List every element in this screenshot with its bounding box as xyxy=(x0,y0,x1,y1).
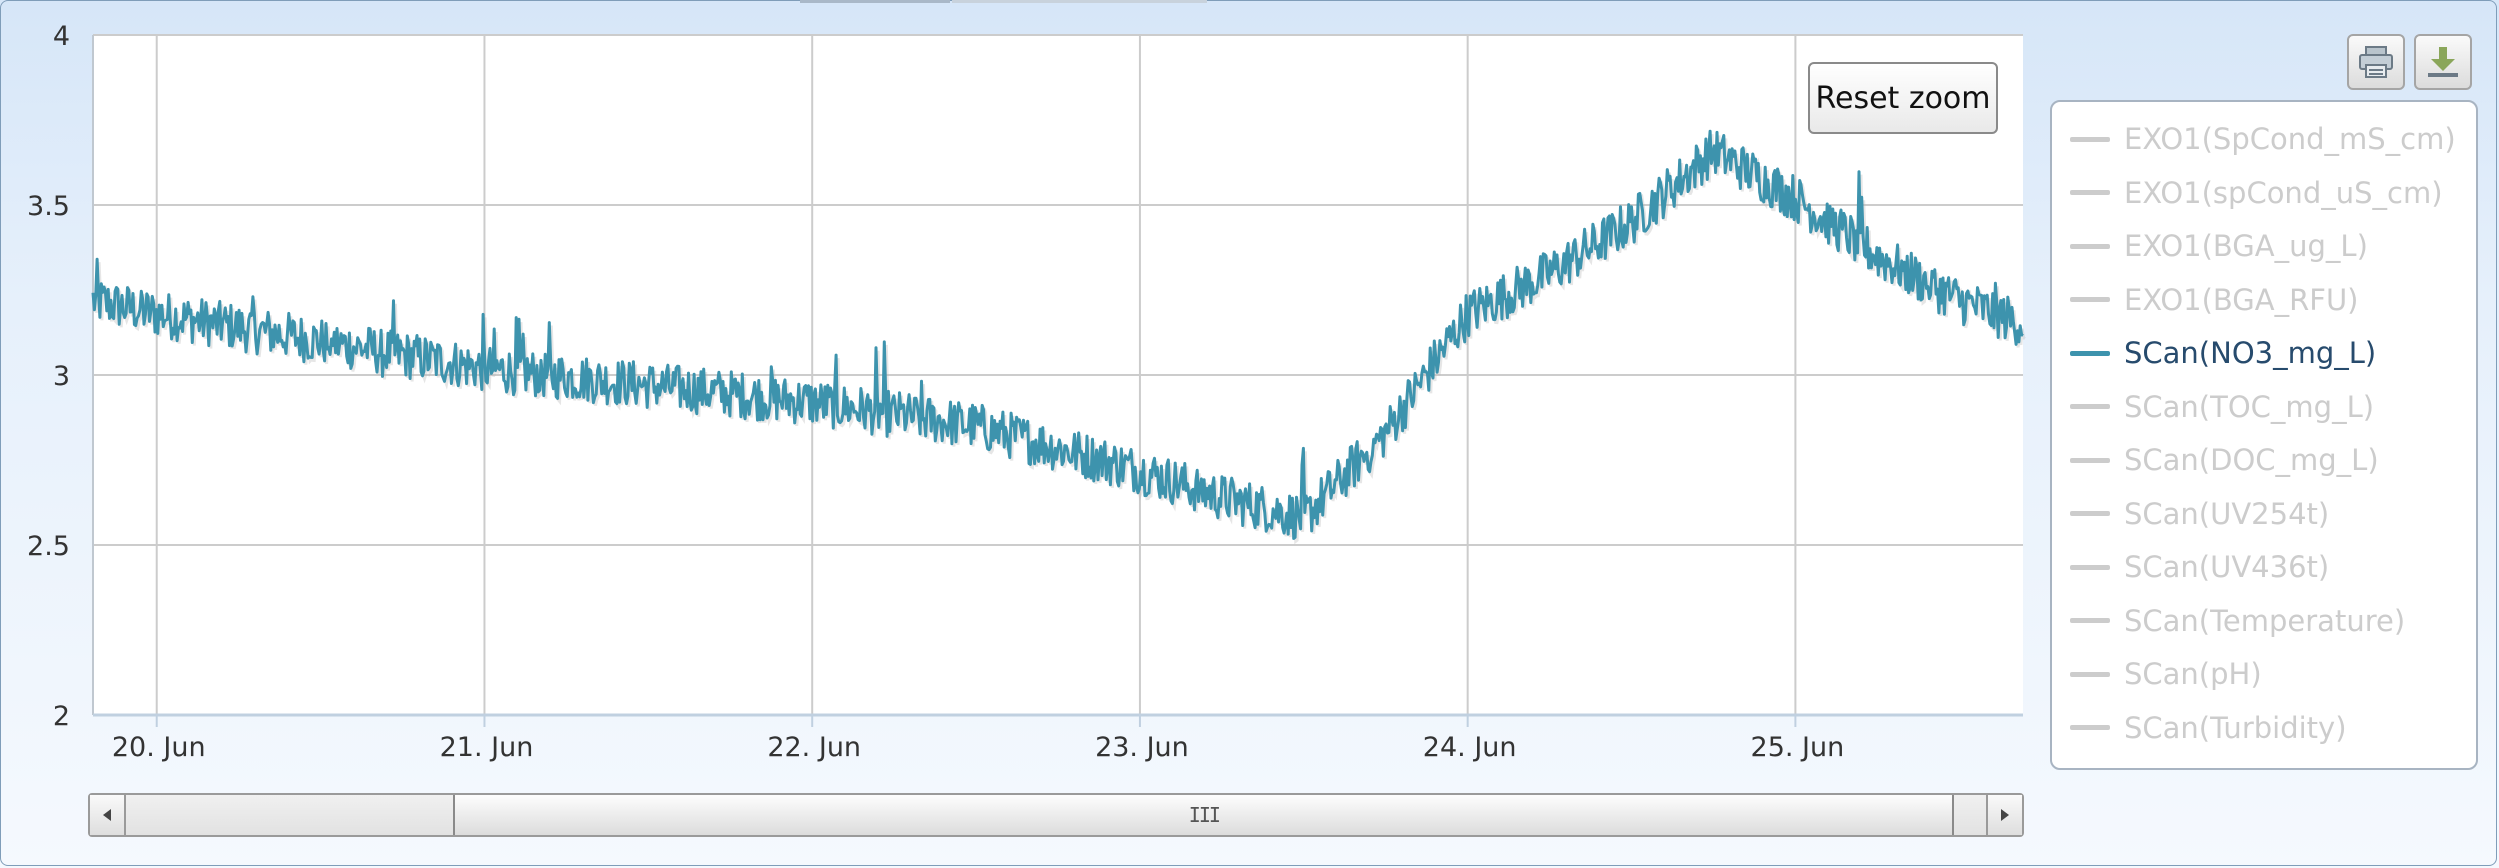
legend-item[interactable]: SCan(NO3_mg_L) xyxy=(2070,331,2470,375)
y-tick-label: 2.5 xyxy=(27,531,70,562)
legend-swatch xyxy=(2070,404,2110,409)
legend-swatch xyxy=(2070,136,2110,142)
x-tick-label: 23. Jun xyxy=(1095,732,1189,763)
legend-label: SCan(TOC_mg_L) xyxy=(2124,389,2375,424)
x-tick-label: 22. Jun xyxy=(767,732,861,763)
scroll-left-button[interactable] xyxy=(90,795,126,835)
tab-indicator-2[interactable] xyxy=(952,0,1207,3)
legend: EXO1(SpCond_mS_cm) EXO1(spCond_uS_cm) EXO1… xyxy=(2050,100,2478,770)
legend-swatch xyxy=(2070,671,2110,677)
x-tick-label: 20. Jun xyxy=(112,732,206,763)
legend-label: SCan(UV254t) xyxy=(2124,496,2330,531)
legend-item[interactable]: EXO1(BGA_ug_L) xyxy=(2070,224,2470,268)
legend-swatch xyxy=(2070,243,2110,249)
legend-label: SCan(DOC_mg_L) xyxy=(2124,443,2379,477)
legend-label: SCan(UV436t) xyxy=(2124,550,2330,584)
x-tick-label: 25. Jun xyxy=(1751,732,1845,763)
printer-icon xyxy=(2359,46,2393,78)
triangle-left-icon xyxy=(103,809,111,821)
legend-item[interactable]: SCan(UV436t) xyxy=(2070,545,2470,589)
y-tick-label: 3.5 xyxy=(27,191,70,222)
scroll-thumb[interactable]: III xyxy=(453,795,1955,835)
legend-label: SCan(Temperature) xyxy=(2124,603,2406,638)
legend-item[interactable]: SCan(TOC_mg_L) xyxy=(2070,385,2470,429)
series-line-no3[interactable] xyxy=(91,129,2024,540)
x-tick-label: 24. Jun xyxy=(1423,732,1517,763)
download-button[interactable] xyxy=(2414,34,2472,90)
legend-swatch xyxy=(2070,457,2110,463)
legend-item[interactable]: SCan(Temperature) xyxy=(2070,599,2470,643)
legend-label: EXO1(BGA_ug_L) xyxy=(2124,229,2368,263)
legend-swatch xyxy=(2070,350,2110,356)
legend-swatch xyxy=(2070,725,2110,730)
legend-label: EXO1(SpCond_mS_cm) xyxy=(2124,122,2456,156)
legend-item[interactable]: SCan(pH) xyxy=(2070,652,2470,696)
legend-label: SCan(NO3_mg_L) xyxy=(2124,336,2377,370)
navigator-scrollbar[interactable]: III xyxy=(88,793,2024,837)
legend-item[interactable]: SCan(DOC_mg_L) xyxy=(2070,438,2470,482)
y-grid-lines xyxy=(93,34,2023,546)
top-tab-strip xyxy=(800,0,1210,4)
legend-item[interactable]: EXO1(SpCond_mS_cm) xyxy=(2070,117,2470,161)
legend-item[interactable]: EXO1(BGA_RFU) xyxy=(2070,278,2470,322)
reset-zoom-button[interactable]: Reset zoom xyxy=(1808,62,1998,134)
x-tick-label: 21. Jun xyxy=(440,732,534,763)
legend-swatch xyxy=(2070,564,2110,570)
legend-item[interactable]: SCan(Turbidity) xyxy=(2070,706,2470,750)
download-icon xyxy=(2428,47,2458,77)
legend-item[interactable]: EXO1(spCond_uS_cm) xyxy=(2070,171,2470,215)
y-axis-labels: 2 2.5 3 3.5 4 xyxy=(27,21,70,732)
y-tick-label: 2 xyxy=(53,701,70,732)
legend-swatch xyxy=(2070,511,2110,516)
legend-label: SCan(pH) xyxy=(2124,657,2262,691)
x-axis-labels: 20. Jun 21. Jun 22. Jun 23. Jun 24. Jun 25. J… xyxy=(112,732,1844,763)
scroll-grip: III xyxy=(1188,803,1221,827)
legend-swatch xyxy=(2070,190,2110,195)
triangle-right-icon xyxy=(2001,809,2009,821)
tab-indicator-1[interactable] xyxy=(800,0,950,3)
scroll-right-button[interactable] xyxy=(1986,795,2022,835)
y-tick-label: 4 xyxy=(53,21,70,52)
legend-item[interactable]: SCan(UV254t) xyxy=(2070,492,2470,536)
y-tick-label: 3 xyxy=(53,361,70,392)
legend-label: EXO1(spCond_uS_cm) xyxy=(2124,175,2443,210)
print-button[interactable] xyxy=(2347,34,2405,90)
legend-swatch xyxy=(2070,297,2110,302)
legend-label: EXO1(BGA_RFU) xyxy=(2124,282,2359,317)
legend-swatch xyxy=(2070,618,2110,623)
legend-label: SCan(Turbidity) xyxy=(2124,710,2347,745)
series-group xyxy=(91,129,2026,545)
